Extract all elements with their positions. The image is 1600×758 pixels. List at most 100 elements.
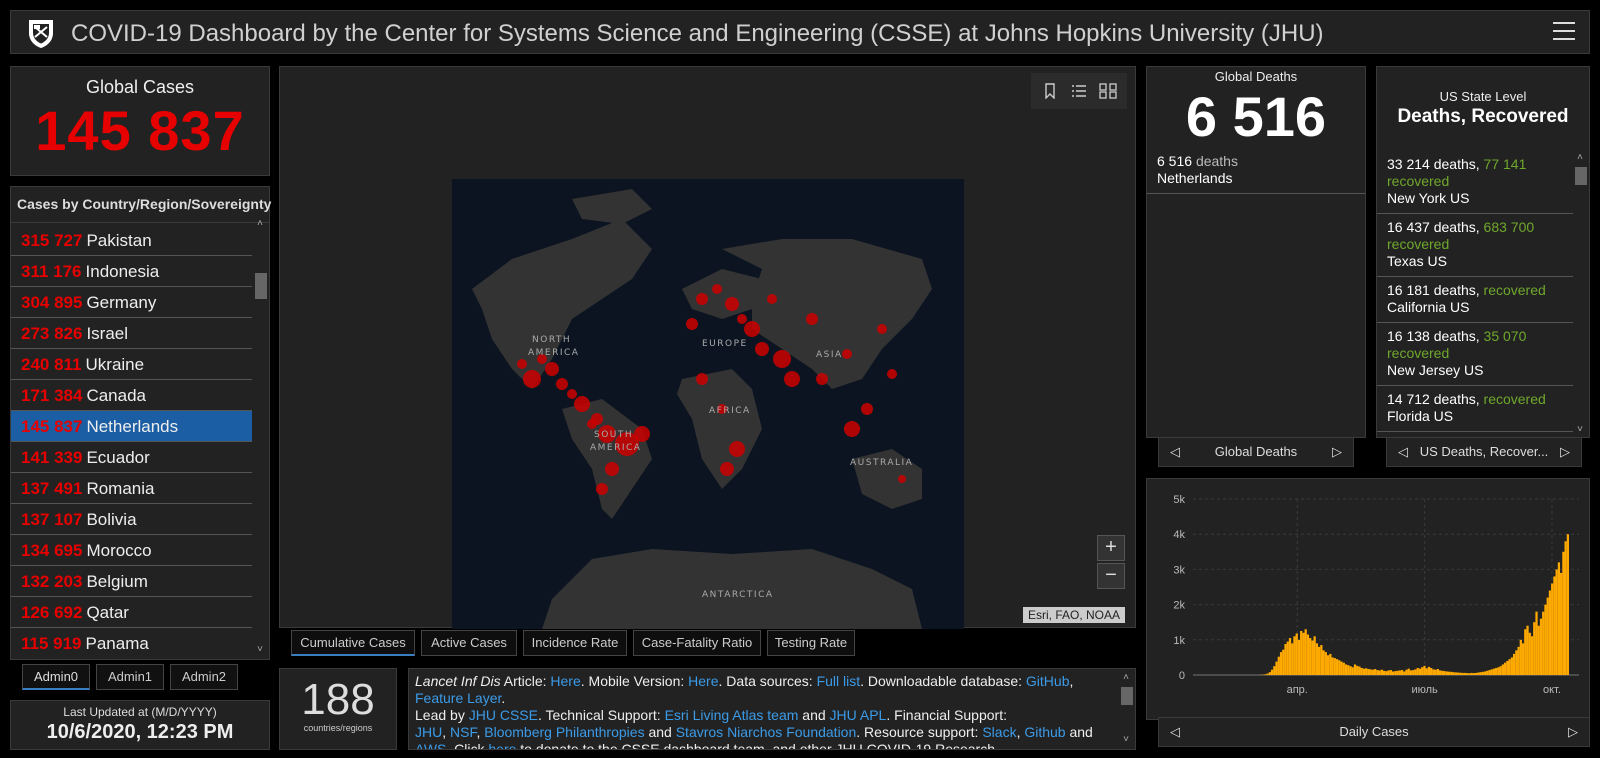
list-item[interactable]: 6 516 deaths Netherlands — [1147, 149, 1365, 194]
list-item[interactable]: 132 203 Belgium — [11, 566, 252, 597]
chart-bar[interactable] — [1288, 638, 1292, 675]
tab-incidence-rate[interactable]: Incidence Rate — [523, 630, 627, 656]
chart-bar[interactable] — [1270, 669, 1274, 675]
hamburger-menu-icon[interactable] — [1553, 22, 1575, 42]
chart-bar[interactable] — [1544, 604, 1547, 675]
chart-bar[interactable] — [1349, 666, 1352, 675]
chart-bar[interactable] — [1477, 672, 1480, 675]
chart-bar[interactable] — [1430, 667, 1433, 675]
chart-bar[interactable] — [1553, 576, 1556, 675]
chart-bar[interactable] — [1333, 658, 1336, 675]
list-item[interactable]: 145 837 Netherlands — [11, 411, 252, 442]
info-link[interactable]: Here — [688, 673, 719, 689]
info-scrollbar[interactable]: ˄ ˅ — [1119, 671, 1133, 747]
chart-bar[interactable] — [1331, 657, 1334, 675]
info-link[interactable]: here — [488, 741, 517, 750]
chart-bar[interactable] — [1521, 643, 1525, 675]
chart-bar[interactable] — [1342, 662, 1345, 675]
list-item[interactable]: 33 214 deaths, 77 141 recovered New York … — [1377, 151, 1573, 214]
chart-bar[interactable] — [1499, 666, 1502, 675]
chart-bar[interactable] — [1286, 641, 1289, 675]
prev-arrow-icon[interactable]: ◁ — [1170, 724, 1180, 739]
tab-active-cases[interactable]: Active Cases — [421, 630, 517, 656]
tab-case-fatality-ratio[interactable]: Case-Fatality Ratio — [633, 630, 761, 656]
chart-bar[interactable] — [1425, 668, 1428, 675]
chart-bar[interactable] — [1398, 670, 1401, 675]
chart-bar[interactable] — [1472, 673, 1475, 675]
chart-bar[interactable] — [1421, 667, 1424, 675]
chart-bar[interactable] — [1551, 583, 1554, 675]
scroll-down-icon[interactable]: ˅ — [1577, 424, 1583, 435]
info-link[interactable]: JHU CSSE — [468, 707, 538, 723]
chart-bar[interactable] — [1510, 657, 1513, 675]
tab-cumulative-cases[interactable]: Cumulative Cases — [291, 630, 415, 656]
chart-bar[interactable] — [1557, 562, 1561, 675]
chart-bar[interactable] — [1374, 669, 1377, 675]
scrollbar-thumb[interactable] — [1121, 687, 1133, 705]
chart-bar[interactable] — [1400, 670, 1404, 675]
chart-bar[interactable] — [1387, 670, 1390, 675]
chart-bar[interactable] — [1450, 671, 1453, 675]
tab-admin0[interactable]: Admin0 — [22, 664, 90, 690]
info-link[interactable]: Bloomberg Philanthropies — [484, 724, 645, 740]
chart-bar[interactable] — [1542, 611, 1545, 675]
chart-bar[interactable] — [1320, 645, 1323, 675]
scrollbar-thumb[interactable] — [1575, 167, 1587, 185]
chart-bar[interactable] — [1279, 652, 1283, 675]
next-arrow-icon[interactable]: ▷ — [1332, 444, 1342, 459]
chart-bar[interactable] — [1369, 669, 1372, 675]
tab-testing-rate[interactable]: Testing Rate — [767, 630, 855, 656]
chart-bar[interactable] — [1432, 669, 1435, 675]
chart-bar[interactable] — [1313, 636, 1316, 675]
chart-bar[interactable] — [1519, 639, 1522, 675]
list-item[interactable]: 141 339 Ecuador — [11, 442, 252, 473]
list-item[interactable]: 126 692 Qatar — [11, 597, 252, 628]
chart-bar[interactable] — [1412, 670, 1415, 675]
chart-bar[interactable] — [1268, 672, 1271, 675]
chart-bar[interactable] — [1465, 673, 1469, 675]
chart-bar[interactable] — [1515, 650, 1518, 675]
chart-bar[interactable] — [1304, 629, 1307, 675]
chart-bar[interactable] — [1300, 631, 1303, 675]
chart-bar[interactable] — [1512, 653, 1516, 675]
scroll-up-icon[interactable]: ˄ — [1123, 672, 1129, 683]
chart-bar[interactable] — [1282, 649, 1285, 675]
chart-bar[interactable] — [1528, 632, 1531, 675]
chart-bar[interactable] — [1418, 668, 1422, 675]
chart-bar[interactable] — [1470, 672, 1473, 675]
chart-bar[interactable] — [1360, 667, 1363, 675]
next-arrow-icon[interactable]: ▷ — [1560, 444, 1570, 459]
chart-bar[interactable] — [1389, 670, 1392, 675]
chart-bar[interactable] — [1318, 646, 1321, 675]
tab-admin1[interactable]: Admin1 — [96, 664, 164, 690]
prev-arrow-icon[interactable]: ◁ — [1170, 444, 1180, 459]
chart-bar[interactable] — [1555, 569, 1558, 675]
us-state-scrollbar[interactable]: ˄ ˅ — [1573, 151, 1587, 437]
chart-bar[interactable] — [1414, 669, 1417, 675]
chart-bar[interactable] — [1566, 534, 1569, 675]
list-item[interactable]: 315 727 Pakistan — [11, 225, 252, 256]
chart-bar[interactable] — [1548, 590, 1552, 675]
info-link[interactable]: AWS — [415, 741, 447, 750]
chart-bar[interactable] — [1405, 669, 1408, 675]
chart-bar[interactable] — [1452, 672, 1455, 675]
chart-bar[interactable] — [1277, 656, 1280, 675]
chart-bar[interactable] — [1497, 667, 1500, 675]
chart-bar[interactable] — [1362, 668, 1366, 675]
chart-bar[interactable] — [1546, 597, 1549, 675]
chart-bar[interactable] — [1530, 636, 1534, 675]
chart-bar[interactable] — [1427, 666, 1431, 675]
chart-bar[interactable] — [1326, 655, 1330, 675]
chart-bar[interactable] — [1347, 665, 1350, 675]
scroll-up-icon[interactable]: ˄ — [1577, 152, 1583, 163]
prev-arrow-icon[interactable]: ◁ — [1398, 444, 1408, 459]
list-item[interactable]: 240 811 Ukraine — [11, 349, 252, 380]
chart-bar[interactable] — [1463, 672, 1466, 675]
chart-bar[interactable] — [1526, 625, 1529, 675]
chart-bar[interactable] — [1378, 670, 1381, 675]
chart-bar[interactable] — [1407, 668, 1410, 675]
list-item[interactable]: 311 176 Indonesia — [11, 256, 252, 287]
chart-bar[interactable] — [1311, 640, 1314, 676]
chart-bar[interactable] — [1293, 636, 1296, 675]
chart-bar[interactable] — [1436, 669, 1440, 675]
